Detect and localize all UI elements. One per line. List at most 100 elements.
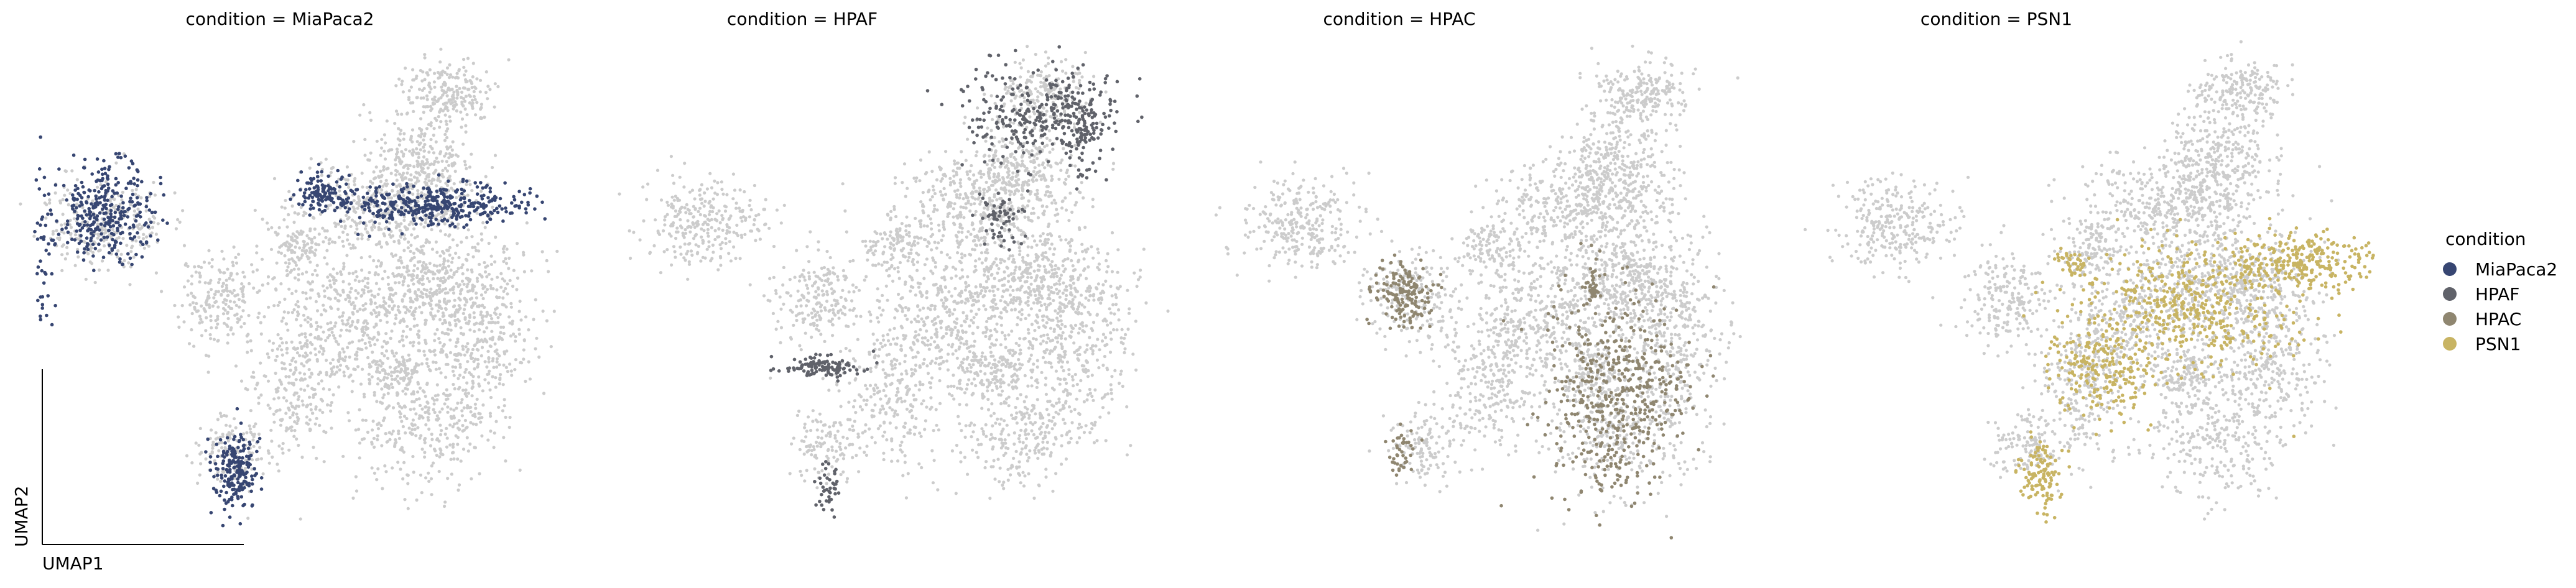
background-point bbox=[402, 132, 405, 136]
highlight-point-miapaca2 bbox=[93, 189, 96, 193]
background-point bbox=[380, 246, 383, 249]
background-point bbox=[496, 85, 499, 88]
background-point bbox=[320, 313, 323, 316]
background-point bbox=[283, 254, 286, 257]
background-point bbox=[341, 311, 345, 315]
background-point bbox=[314, 423, 317, 426]
background-point bbox=[341, 280, 345, 283]
background-point bbox=[305, 404, 308, 407]
background-point bbox=[295, 236, 299, 239]
background-point bbox=[516, 242, 519, 245]
background-point bbox=[495, 349, 498, 352]
background-point bbox=[276, 355, 279, 358]
highlight-point-miapaca2 bbox=[249, 490, 253, 494]
background-point bbox=[208, 296, 211, 300]
background-point bbox=[226, 325, 229, 328]
highlight-point-miapaca2 bbox=[97, 170, 101, 174]
highlight-point-miapaca2 bbox=[35, 272, 39, 276]
background-point bbox=[76, 255, 80, 259]
background-point bbox=[315, 417, 318, 420]
background-point bbox=[507, 315, 511, 318]
background-point bbox=[345, 214, 348, 217]
background-point bbox=[307, 316, 310, 319]
background-point bbox=[255, 251, 258, 254]
background-point bbox=[403, 165, 406, 168]
background-point bbox=[145, 209, 148, 213]
background-point bbox=[390, 329, 393, 333]
background-point bbox=[459, 290, 462, 293]
background-point bbox=[214, 319, 217, 322]
background-point bbox=[81, 206, 84, 209]
highlight-point-miapaca2 bbox=[312, 200, 315, 203]
background-point bbox=[268, 462, 271, 465]
background-point bbox=[1037, 163, 1040, 167]
background-point bbox=[394, 84, 397, 87]
highlight-point-miapaca2 bbox=[416, 196, 420, 200]
background-point bbox=[197, 265, 200, 268]
background-point bbox=[353, 307, 356, 310]
background-point bbox=[1045, 109, 1049, 113]
background-point bbox=[371, 293, 374, 296]
background-point bbox=[1044, 193, 1047, 196]
highlight-point-miapaca2 bbox=[236, 488, 239, 492]
highlight-point-miapaca2 bbox=[422, 186, 425, 190]
background-point bbox=[383, 369, 386, 372]
background-point bbox=[183, 285, 186, 288]
background-point bbox=[439, 277, 442, 280]
highlight-point-miapaca2 bbox=[100, 232, 103, 236]
highlight-point-miapaca2 bbox=[458, 204, 461, 208]
background-point bbox=[366, 277, 369, 280]
background-point bbox=[406, 227, 409, 230]
background-point bbox=[415, 177, 419, 180]
background-point bbox=[383, 416, 386, 420]
background-point bbox=[438, 341, 442, 344]
background-point bbox=[456, 341, 459, 344]
background-point bbox=[355, 357, 358, 361]
background-point bbox=[435, 250, 438, 254]
background-point bbox=[195, 441, 198, 444]
background-point bbox=[297, 273, 300, 276]
highlight-point-miapaca2 bbox=[36, 237, 40, 241]
background-point bbox=[322, 349, 325, 352]
background-point bbox=[470, 189, 473, 192]
background-point bbox=[435, 157, 438, 160]
background-point bbox=[441, 351, 444, 354]
background-point bbox=[496, 352, 499, 355]
background-point bbox=[446, 169, 449, 172]
background-point bbox=[418, 88, 421, 91]
background-point bbox=[209, 279, 212, 282]
background-point bbox=[311, 411, 314, 415]
background-point bbox=[348, 375, 351, 379]
background-point bbox=[351, 272, 354, 275]
background-point bbox=[405, 384, 409, 387]
background-point bbox=[238, 298, 241, 301]
background-point bbox=[287, 213, 290, 216]
background-point bbox=[524, 380, 527, 383]
highlight-point-miapaca2 bbox=[134, 253, 138, 257]
background-point bbox=[376, 366, 379, 369]
highlight-point-miapaca2 bbox=[253, 474, 257, 477]
background-point bbox=[406, 388, 409, 391]
background-point bbox=[389, 365, 392, 369]
background-point bbox=[277, 397, 280, 400]
background-point bbox=[368, 373, 371, 376]
background-point bbox=[473, 367, 476, 370]
background-point bbox=[1014, 61, 1017, 64]
background-point bbox=[433, 353, 437, 356]
background-point bbox=[466, 348, 470, 351]
background-point bbox=[373, 295, 376, 298]
background-point bbox=[316, 309, 319, 312]
background-point bbox=[496, 357, 499, 361]
background-point bbox=[308, 429, 312, 432]
highlight-point-miapaca2 bbox=[156, 238, 160, 242]
highlight-point-miapaca2 bbox=[80, 181, 84, 185]
background-point bbox=[417, 172, 420, 175]
background-point bbox=[364, 325, 368, 328]
highlight-point-miapaca2 bbox=[55, 219, 58, 223]
background-point bbox=[391, 352, 394, 355]
background-point bbox=[494, 385, 498, 388]
background-point bbox=[490, 330, 493, 333]
highlight-point-miapaca2 bbox=[231, 459, 235, 462]
background-point bbox=[390, 148, 393, 151]
background-point bbox=[438, 439, 441, 443]
